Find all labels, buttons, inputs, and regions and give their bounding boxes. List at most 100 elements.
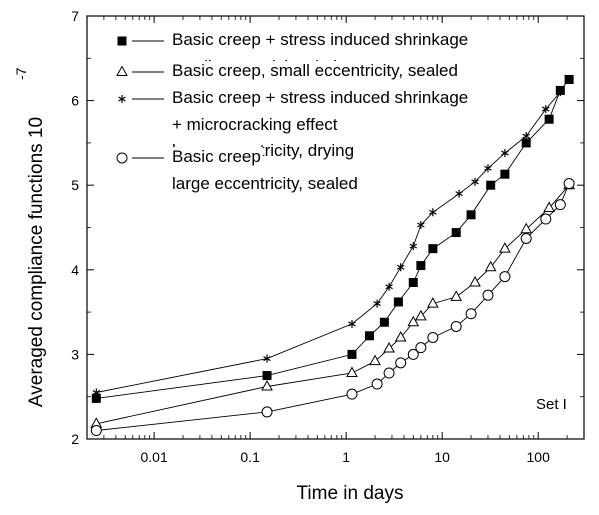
legend-label: Basic creep + stress induced shrinkage <box>172 88 468 107</box>
x-tick-label: 100 <box>527 449 551 465</box>
data-point <box>520 232 532 244</box>
data-point <box>501 149 509 158</box>
data-point <box>521 138 531 148</box>
legend-label: large eccentricity, sealed <box>172 174 358 193</box>
data-point <box>373 299 381 308</box>
data-point <box>369 354 381 366</box>
data-point <box>347 349 357 359</box>
series-drying-large <box>92 88 565 397</box>
data-point <box>554 199 566 211</box>
data-point <box>379 317 389 327</box>
legend-label-bg <box>170 147 263 166</box>
series-sealed-small <box>90 178 575 428</box>
data-point <box>407 348 419 360</box>
data-point <box>263 354 271 363</box>
data-point <box>415 309 427 321</box>
x-tick-label: 0.01 <box>140 449 167 465</box>
data-point <box>522 132 530 141</box>
data-point <box>261 380 273 391</box>
y-tick-label: 2 <box>71 431 79 447</box>
data-point <box>394 330 407 342</box>
data-point <box>484 164 492 173</box>
data-point <box>543 201 555 213</box>
data-point <box>396 263 405 272</box>
x-tick-label: 1 <box>342 449 350 465</box>
data-point <box>383 367 395 379</box>
data-point <box>455 189 463 198</box>
data-point <box>395 357 407 369</box>
data-point <box>428 244 438 254</box>
x-axis-title: Time in days <box>297 483 404 504</box>
legend: Basic creep + stress induced shrinkagesm… <box>114 30 471 193</box>
data-point <box>91 393 101 403</box>
data-point <box>385 282 393 291</box>
legend-entry-sealed-small: Basic creep, small eccentricity, sealed <box>114 61 460 84</box>
legend-mask <box>114 150 172 170</box>
x-tick-label: 0.1 <box>240 449 260 465</box>
y-axis-exponent-group: -7 <box>13 67 29 80</box>
data-point <box>415 342 427 354</box>
data-point <box>482 289 494 301</box>
series-line <box>96 91 561 393</box>
y-axis-title-group: Averaged compliance functions 10 <box>26 117 47 407</box>
data-point <box>383 341 395 353</box>
data-point <box>348 319 356 328</box>
legend-mask <box>114 91 172 111</box>
data-point <box>563 178 575 190</box>
data-point <box>262 371 272 381</box>
data-point <box>556 88 565 97</box>
data-point <box>564 74 574 84</box>
legend-label-bg <box>170 88 471 107</box>
data-point <box>427 331 439 343</box>
data-point <box>499 271 511 283</box>
data-point <box>346 366 358 378</box>
data-point <box>371 378 383 390</box>
legend-label-bg <box>170 174 360 193</box>
y-axis-title: Averaged compliance functions 10 <box>26 117 47 407</box>
series-line <box>96 184 570 425</box>
data-point <box>450 290 463 301</box>
data-point <box>92 388 101 397</box>
data-point <box>451 228 461 238</box>
legend-marker <box>116 65 128 76</box>
axis-ticks: 0.01 0.1 1 10 100 2 3 4 5 6 7 <box>71 8 585 465</box>
data-point <box>486 180 496 190</box>
data-point <box>500 169 510 179</box>
y-tick-label: 6 <box>71 93 79 109</box>
y-tick-label: 3 <box>71 346 79 362</box>
legend-label: Basic creep <box>172 147 261 166</box>
legend-marker <box>117 36 127 46</box>
data-point <box>417 220 425 229</box>
legend-marker <box>118 95 126 103</box>
data-point <box>261 406 273 418</box>
data-point <box>466 210 476 220</box>
legend-entry-sealed-large: Basic creep large eccentricity, sealed <box>114 147 360 193</box>
data-point <box>469 275 481 287</box>
data-point <box>465 308 477 320</box>
x-tick-label: 10 <box>434 449 450 465</box>
series-line <box>96 183 570 431</box>
data-point <box>346 388 358 400</box>
data-point <box>450 320 462 332</box>
data-point <box>427 297 439 308</box>
legend-mask <box>114 33 172 53</box>
series-sealed-large <box>90 178 575 437</box>
data-point <box>90 425 102 437</box>
data-point <box>408 277 418 287</box>
legend-marker <box>116 152 128 164</box>
data-point <box>393 297 403 307</box>
data-point <box>364 331 374 341</box>
svg-text:Averaged compliance functions: Averaged compliance functions 10 <box>26 117 47 407</box>
data-point <box>409 242 418 251</box>
data-point <box>429 208 437 217</box>
legend-label-bg <box>170 30 471 49</box>
annotation-set: Set I <box>536 396 567 413</box>
legend-entry-drying-large: Basic creep + stress induced shrinkage + … <box>114 88 471 160</box>
y-axis-exponent: -7 <box>13 67 29 80</box>
data-point <box>416 261 426 271</box>
y-tick-label: 4 <box>71 262 79 278</box>
legend-label-bg <box>170 115 340 134</box>
series-layer <box>90 74 575 437</box>
data-point <box>407 315 420 327</box>
